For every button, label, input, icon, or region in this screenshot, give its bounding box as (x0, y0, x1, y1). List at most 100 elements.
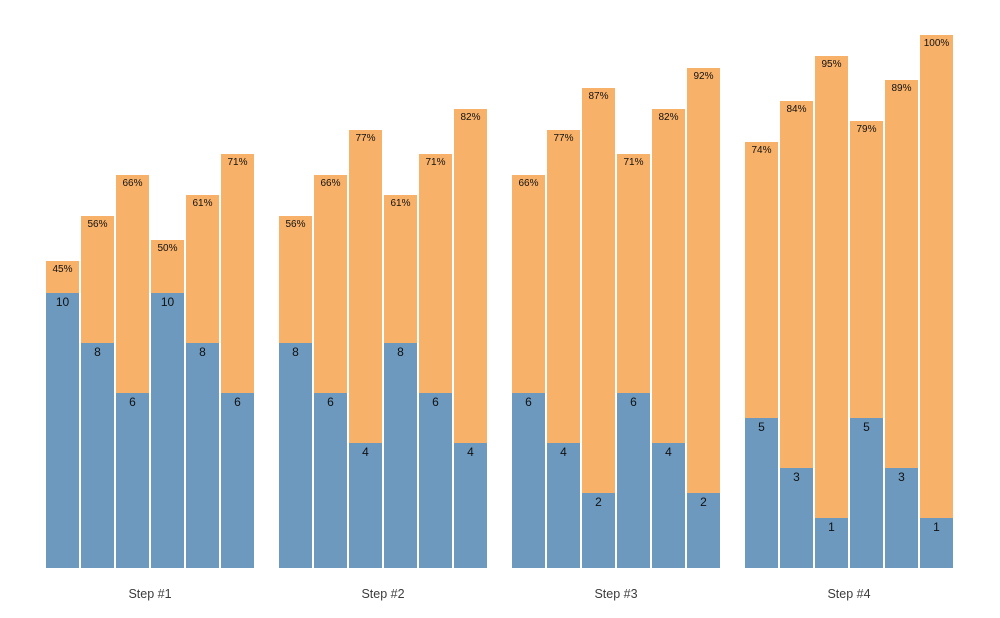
bar-value-label: 6 (129, 395, 136, 409)
stacked-bar: 82% 4 (652, 109, 685, 568)
stacked-bar: 95% 1 (815, 56, 848, 568)
bar-percent-label: 77% (553, 133, 574, 144)
bar-segment-bottom-blue: 4 (454, 443, 487, 568)
bar-segment-top-orange: 77% (349, 130, 382, 443)
bar-segment-bottom-blue: 1 (815, 518, 848, 568)
bar-percent-label: 87% (588, 91, 609, 102)
bar-segment-top-orange: 95% (815, 56, 848, 518)
bar-segment-top-orange: 79% (850, 121, 883, 418)
bar-segment-bottom-blue: 2 (582, 493, 615, 568)
bar-percent-label: 45% (52, 264, 73, 275)
bar-segment-bottom-blue: 1 (920, 518, 953, 568)
bar-value-label: 6 (432, 395, 439, 409)
bar-segment-top-orange: 61% (186, 195, 219, 343)
bar-segment-top-orange: 71% (419, 154, 452, 393)
bar-segment-bottom-blue: 6 (512, 393, 545, 568)
bar-percent-label: 79% (856, 124, 877, 135)
x-axis-label-step-2: Step #2 (361, 587, 405, 601)
bar-segment-top-orange: 77% (547, 130, 580, 443)
bar-segment-top-orange: 87% (582, 88, 615, 493)
bar-segment-top-orange: 71% (221, 154, 254, 393)
bar-segment-top-orange: 82% (652, 109, 685, 443)
bar-percent-label: 66% (320, 178, 341, 189)
stacked-bar: 77% 4 (349, 130, 382, 568)
stacked-bar: 61% 8 (384, 195, 417, 568)
bar-value-label: 6 (234, 395, 241, 409)
bar-percent-label: 92% (693, 71, 714, 82)
bar-segment-bottom-blue: 5 (850, 418, 883, 568)
stacked-bar: 56% 8 (279, 216, 312, 568)
bar-segment-bottom-blue: 4 (652, 443, 685, 568)
bar-percent-label: 50% (157, 243, 178, 254)
bar-percent-label: 71% (227, 157, 248, 168)
bar-segment-bottom-blue: 6 (617, 393, 650, 568)
bar-segment-bottom-blue: 6 (221, 393, 254, 568)
bar-segment-top-orange: 82% (454, 109, 487, 443)
bar-percent-label: 66% (518, 178, 539, 189)
bar-segment-bottom-blue: 5 (745, 418, 778, 568)
stacked-bar: 45% 10 (46, 261, 79, 568)
bar-value-label: 6 (327, 395, 334, 409)
bar-segment-bottom-blue: 8 (279, 343, 312, 568)
bar-segment-top-orange: 66% (512, 175, 545, 393)
stacked-bar: 61% 8 (186, 195, 219, 568)
bar-value-label: 1 (828, 520, 835, 534)
bar-percent-label: 71% (623, 157, 644, 168)
bar-segment-top-orange: 56% (279, 216, 312, 343)
bar-value-label: 5 (863, 420, 870, 434)
x-axis-label-step-1: Step #1 (128, 587, 172, 601)
bar-value-label: 10 (55, 295, 70, 309)
bar-segment-bottom-blue: 3 (885, 468, 918, 568)
bar-segment-top-orange: 71% (617, 154, 650, 393)
bar-value-label: 3 (898, 470, 905, 484)
stacked-bar: 89% 3 (885, 80, 918, 568)
x-axis-label-step-3: Step #3 (594, 587, 638, 601)
bar-percent-label: 66% (122, 178, 143, 189)
bar-value-label: 8 (292, 345, 299, 359)
bar-percent-label: 82% (658, 112, 679, 123)
bar-percent-label: 74% (751, 145, 772, 156)
bar-segment-top-orange: 61% (384, 195, 417, 343)
bar-segment-top-orange: 74% (745, 142, 778, 418)
bar-segment-top-orange: 100% (920, 35, 953, 518)
bar-segment-bottom-blue: 2 (687, 493, 720, 568)
bar-percent-label: 100% (923, 38, 950, 49)
bar-value-label: 4 (665, 445, 672, 459)
bar-value-label: 4 (362, 445, 369, 459)
bar-segment-top-orange: 66% (314, 175, 347, 393)
bar-segment-bottom-blue: 8 (81, 343, 114, 568)
bar-percent-label: 56% (285, 219, 306, 230)
stacked-bar: 87% 2 (582, 88, 615, 568)
bar-percent-label: 61% (390, 198, 411, 209)
bar-segment-top-orange: 45% (46, 261, 79, 293)
bar-value-label: 6 (525, 395, 532, 409)
bar-segment-bottom-blue: 3 (780, 468, 813, 568)
bar-segment-bottom-blue: 10 (151, 293, 184, 568)
bar-value-label: 10 (160, 295, 175, 309)
bar-value-label: 8 (397, 345, 404, 359)
bar-percent-label: 71% (425, 157, 446, 168)
stacked-bar: 77% 4 (547, 130, 580, 568)
bar-segment-top-orange: 89% (885, 80, 918, 468)
stacked-bar: 100% 1 (920, 35, 953, 568)
bar-segment-bottom-blue: 6 (314, 393, 347, 568)
bar-value-label: 2 (700, 495, 707, 509)
stacked-bar: 66% 6 (512, 175, 545, 568)
bar-segment-top-orange: 56% (81, 216, 114, 343)
stacked-bar: 84% 3 (780, 101, 813, 568)
bar-value-label: 6 (630, 395, 637, 409)
bar-value-label: 3 (793, 470, 800, 484)
stacked-bar: 82% 4 (454, 109, 487, 568)
stacked-bar: 50% 10 (151, 240, 184, 568)
bar-percent-label: 89% (891, 83, 912, 94)
bar-percent-label: 95% (821, 59, 842, 70)
bar-value-label: 4 (467, 445, 474, 459)
bar-segment-top-orange: 66% (116, 175, 149, 393)
bar-percent-label: 82% (460, 112, 481, 123)
bar-segment-bottom-blue: 6 (116, 393, 149, 568)
stacked-bar: 74% 5 (745, 142, 778, 568)
stacked-bar: 71% 6 (617, 154, 650, 568)
stacked-bar: 79% 5 (850, 121, 883, 568)
bar-segment-bottom-blue: 8 (186, 343, 219, 568)
